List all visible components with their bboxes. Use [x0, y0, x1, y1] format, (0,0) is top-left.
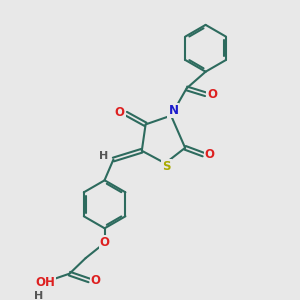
- Text: O: O: [207, 88, 217, 101]
- Text: O: O: [91, 274, 100, 287]
- Text: H: H: [34, 291, 44, 300]
- Text: H: H: [99, 151, 109, 161]
- Text: O: O: [100, 236, 110, 249]
- Text: O: O: [115, 106, 124, 118]
- Text: S: S: [162, 160, 171, 173]
- Text: O: O: [205, 148, 215, 161]
- Text: N: N: [168, 104, 178, 117]
- Text: OH: OH: [36, 276, 56, 289]
